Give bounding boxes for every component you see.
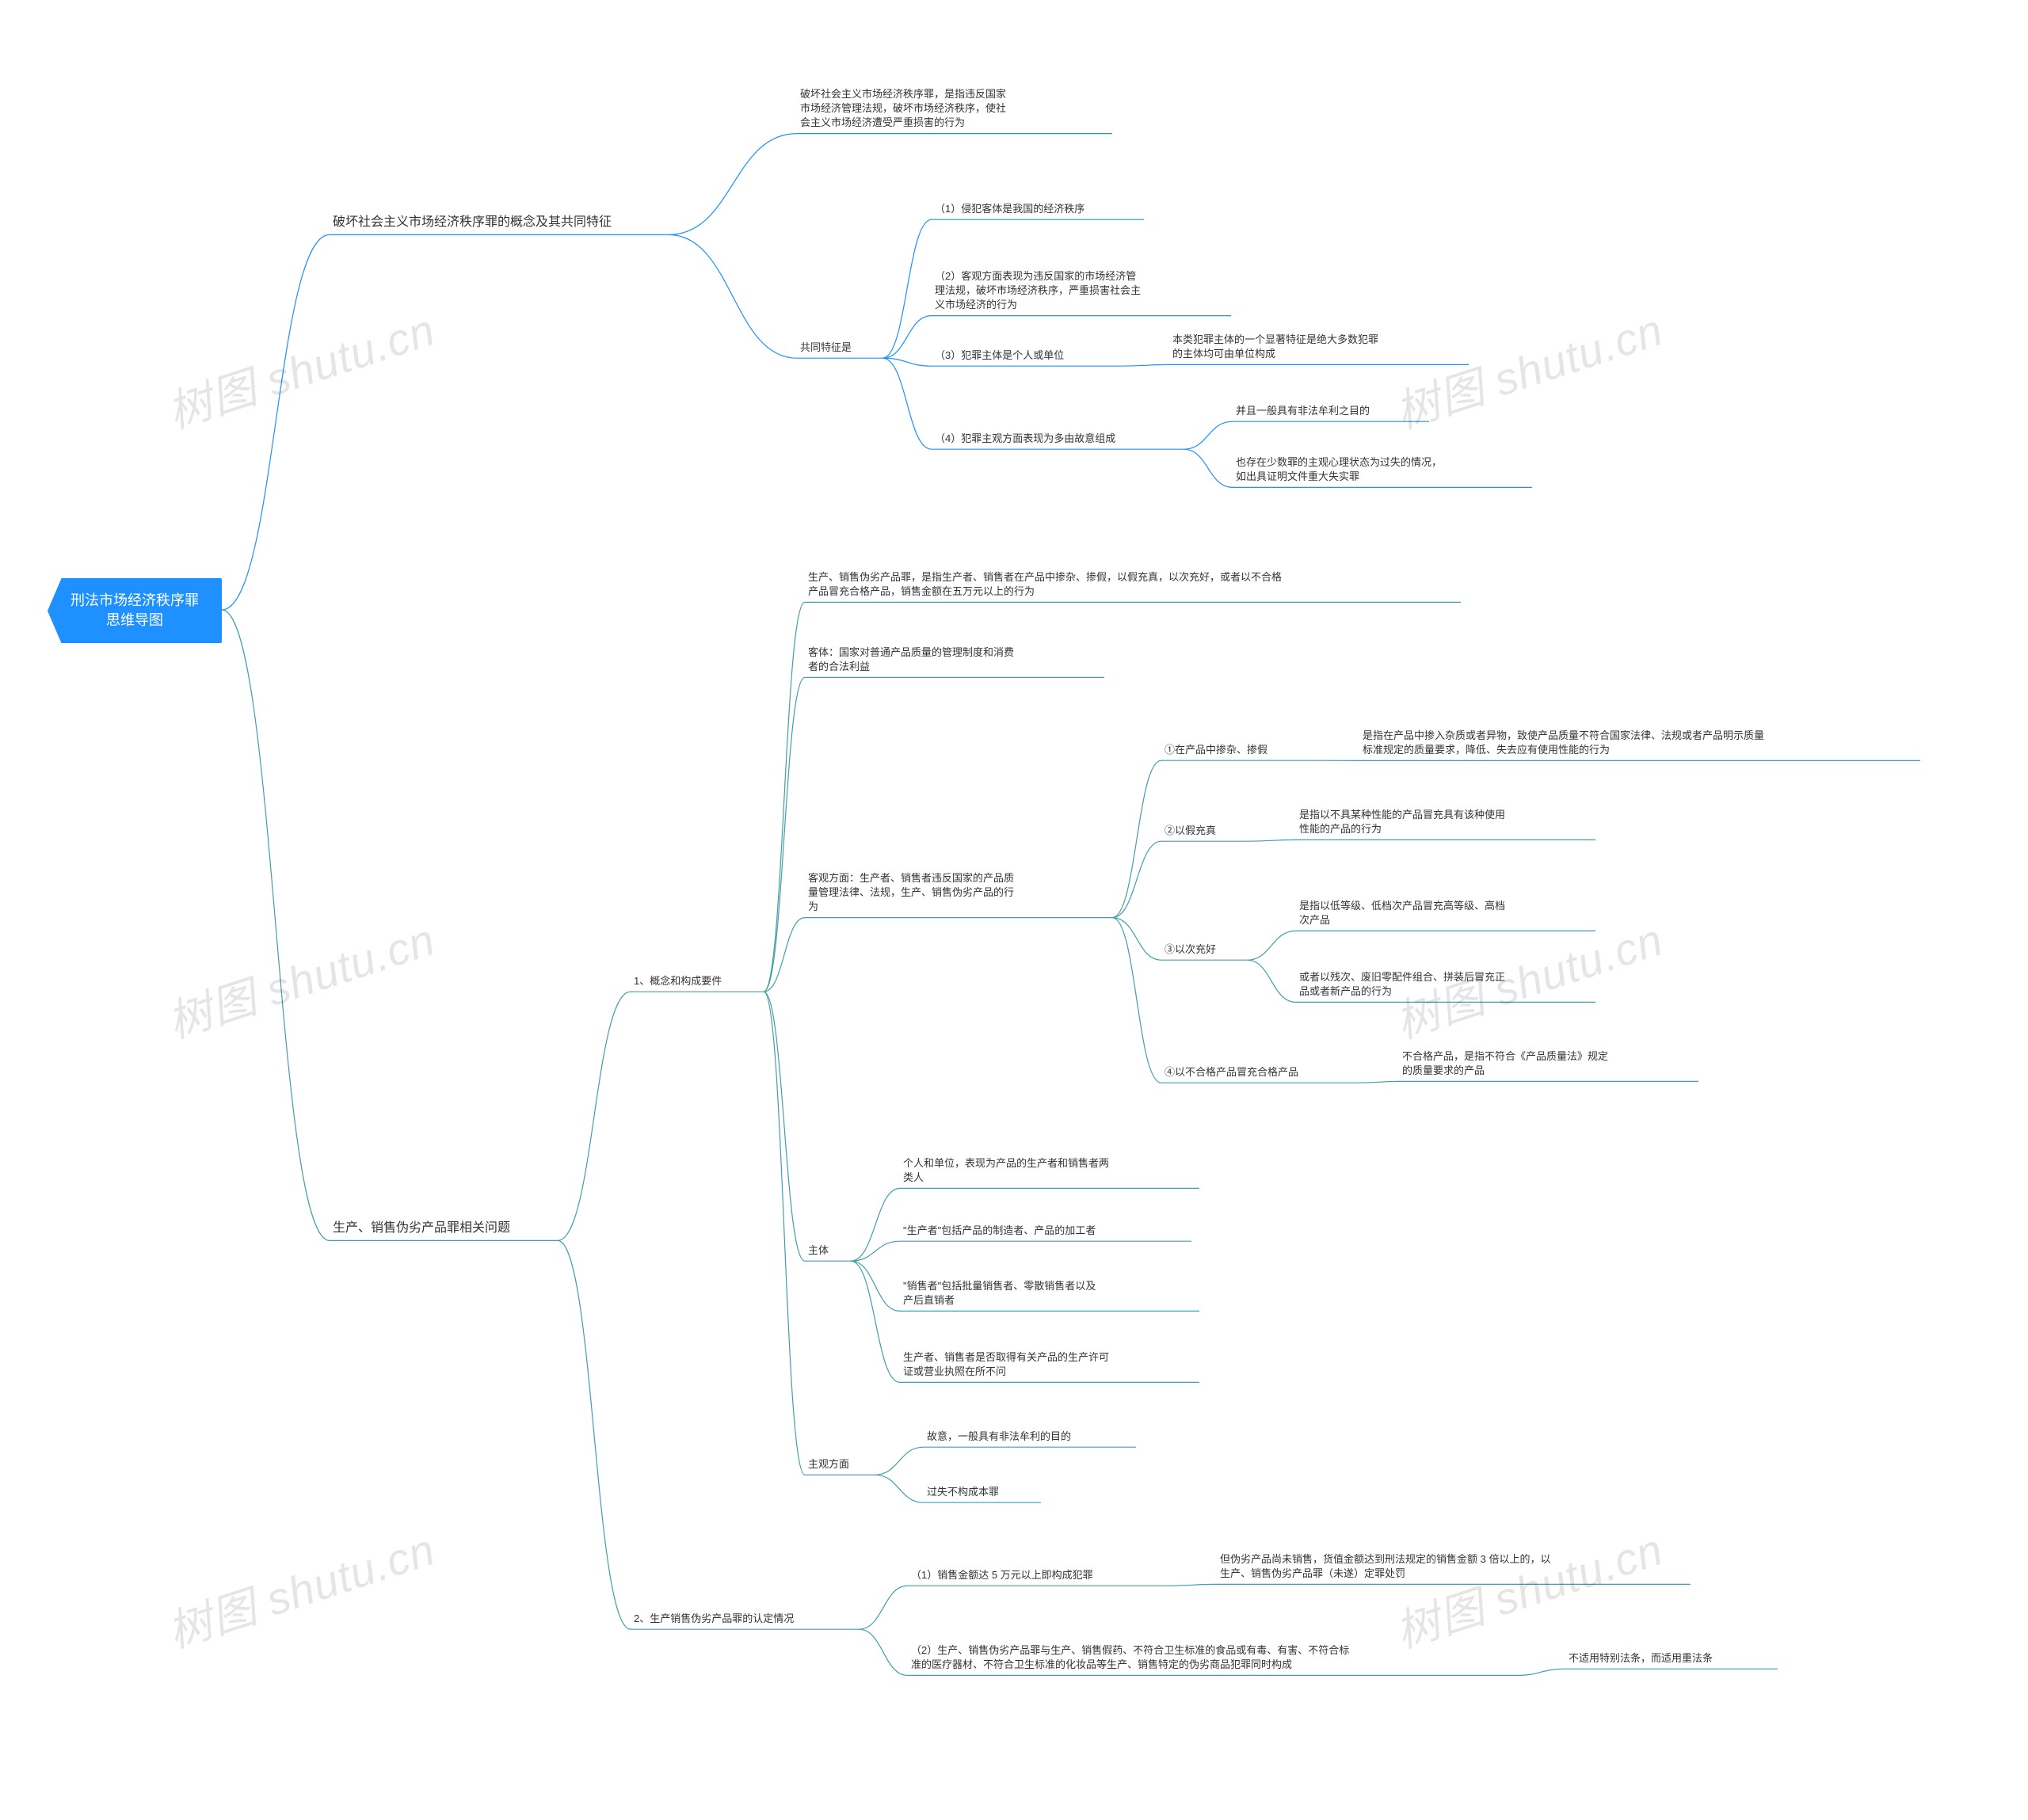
leaf-node: ①在产品中掺杂、掺假 [1165, 743, 1315, 757]
leaf-node: 共同特征是 [800, 341, 879, 355]
leaf-node: 是指在产品中掺入杂质或者异物，致使产品质量不符合国家法律、法规或者产品明示质量 … [1363, 729, 1917, 757]
leaf-node: 个人和单位，表现为产品的生产者和销售者两 类人 [903, 1156, 1196, 1185]
leaf-node: 本类犯罪主体的一个显著特征是绝大多数犯罪 的主体均可由单位构成 [1172, 333, 1466, 361]
leaf-node: 客观方面：生产者、销售者违反国家的产品质 量管理法律、法规，生产、销售伪劣产品的… [808, 871, 1109, 915]
leaf-node: ④以不合格产品冒充合格产品 [1165, 1065, 1355, 1079]
watermark: 树图 shutu.cn [158, 1514, 442, 1661]
leaf-node: 客体：国家对普通产品质量的管理制度和消费 者的合法利益 [808, 645, 1101, 674]
leaf-node: 故意，一般具有非法牟利的目的 [927, 1430, 1133, 1444]
leaf-node: 主体 [808, 1243, 848, 1258]
leaf-node: 不合格产品，是指不符合《产品质量法》规定 的质量要求的产品 [1402, 1049, 1695, 1078]
leaf-node: 主观方面 [808, 1457, 871, 1472]
leaf-node: 生产、销售伪劣产品罪，是指生产者、销售者在产品中掺杂、掺假，以假充真，以次充好，… [808, 570, 1458, 599]
leaf-node: 但伪劣产品尚未销售，货值金额达到刑法规定的销售金额 3 倍以上的，以 生产、销售… [1220, 1552, 1687, 1581]
leaf-node: 生产者、销售者是否取得有关产品的生产许可 证或营业执照在所不问 [903, 1350, 1196, 1379]
leaf-node: "销售者"包括批量销售者、零散销售者以及 产后直销者 [903, 1279, 1196, 1308]
watermark: 树图 shutu.cn [1386, 1514, 1670, 1661]
leaf-node: 破坏社会主义市场经济秩序罪，是指违反国家 市场经济管理法规，破坏市场经济秩序，使… [800, 87, 1109, 131]
leaf-node: 也存在少数罪的主观心理状态为过失的情况， 如出具证明文件重大失实罪 [1236, 455, 1529, 484]
leaf-node: （3）犯罪主体是个人或单位 [935, 348, 1117, 363]
branch-node: 生产、销售伪劣产品罪相关问题 [333, 1220, 555, 1237]
watermark: 树图 shutu.cn [158, 295, 442, 441]
leaf-node: 是指以低等级、低档次产品冒充高等级、高档 次产品 [1299, 899, 1592, 927]
leaf-node: 不适用特别法条，而适用重法条 [1569, 1651, 1774, 1666]
leaf-node: （1）销售金额达 5 万元以上即构成犯罪 [911, 1568, 1165, 1582]
root-node: 刑法市场经济秩序罪 思维导图 [48, 578, 222, 643]
leaf-node: （1）侵犯客体是我国的经济秩序 [935, 202, 1141, 216]
watermark: 树图 shutu.cn [158, 904, 442, 1051]
leaf-node: 或者以残次、废旧零配件组合、拼装后冒充正 品或者新产品的行为 [1299, 970, 1592, 999]
leaf-node: ②以假充真 [1165, 824, 1244, 838]
leaf-node: ③以次充好 [1165, 942, 1244, 957]
watermark: 树图 shutu.cn [1386, 295, 1670, 441]
leaf-node: （2）客观方面表现为违反国家的市场经济管 理法规，破坏市场经济秩序，严重损害社会… [935, 269, 1228, 313]
branch-node: 破坏社会主义市场经济秩序罪的概念及其共同特征 [333, 214, 665, 231]
leaf-node: 2、生产销售伪劣产品罪的认定情况 [634, 1612, 856, 1626]
leaf-node: 并且一般具有非法牟利之目的 [1236, 404, 1426, 418]
leaf-node: 1、概念和构成要件 [634, 974, 760, 988]
leaf-node: 是指以不具某种性能的产品冒充具有该种使用 性能的产品的行为 [1299, 808, 1592, 836]
leaf-node: （2）生产、销售伪劣产品罪与生产、销售假药、不符合卫生标准的食品或有毒、有害、不… [911, 1643, 1513, 1672]
leaf-node: "生产者"包括产品的制造者、产品的加工者 [903, 1224, 1188, 1238]
leaf-node: 过失不构成本罪 [927, 1485, 1038, 1499]
leaf-node: （4）犯罪主观方面表现为多由故意组成 [935, 432, 1180, 446]
